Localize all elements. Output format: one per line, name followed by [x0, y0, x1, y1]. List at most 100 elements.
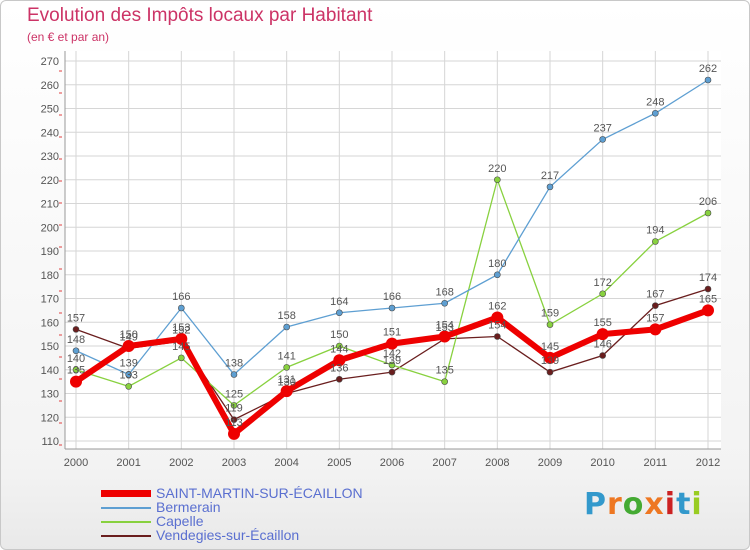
data-point — [388, 361, 396, 369]
data-label: 164 — [330, 296, 348, 308]
x-tick-label: 2001 — [116, 457, 140, 469]
data-label: 168 — [435, 286, 453, 298]
data-label: 262 — [699, 63, 717, 75]
logo-letter: t — [676, 487, 692, 522]
data-point — [546, 183, 554, 191]
y-tick-label: 110 — [41, 436, 59, 448]
data-label: 130 — [277, 377, 295, 389]
data-label: 157 — [646, 312, 664, 324]
data-point — [494, 271, 501, 279]
data-label: 131 — [277, 374, 295, 386]
y-tick-label: 270 — [41, 56, 59, 68]
data-label: 150 — [330, 329, 348, 341]
data-point — [175, 332, 188, 345]
data-label: 166 — [383, 291, 401, 303]
data-label: 157 — [67, 312, 85, 324]
data-point — [704, 76, 712, 84]
data-point — [122, 340, 135, 352]
data-point — [494, 333, 501, 340]
legend-swatch — [101, 490, 151, 497]
data-point — [596, 328, 609, 341]
data-label: 155 — [593, 317, 611, 329]
x-tick-label: 2005 — [327, 457, 351, 469]
legend-label: Vendegies-sur-Écaillon — [156, 527, 300, 543]
data-point — [386, 337, 398, 350]
data-label: 180 — [488, 258, 506, 270]
data-label: 167 — [646, 289, 664, 301]
data-point — [178, 354, 185, 362]
y-tick-label: 200 — [41, 222, 59, 234]
data-point — [546, 368, 554, 376]
legend-label: Bermerain — [156, 499, 221, 515]
legend-swatch — [101, 507, 151, 509]
data-label: 248 — [646, 96, 664, 108]
data-label: 162 — [488, 301, 506, 313]
y-tick-label: 240 — [41, 127, 59, 139]
data-point — [178, 304, 185, 312]
proxiti-logo: Proxiti — [584, 487, 703, 522]
data-label: 148 — [67, 334, 85, 346]
legend-item-vendegies: Vendegies-sur-Écaillon — [101, 527, 521, 543]
y-tick-label: 170 — [41, 294, 59, 306]
data-point — [388, 368, 396, 376]
data-point — [230, 402, 238, 409]
data-label: 146 — [593, 339, 611, 351]
legend-item-saint-martin: SAINT-MARTIN-SUR-ÉCAILLON — [101, 485, 521, 501]
x-tick-label: 2002 — [169, 457, 193, 469]
plot-area — [65, 51, 721, 449]
data-label: 220 — [488, 163, 506, 175]
x-tick-label: 2000 — [64, 457, 88, 469]
data-point — [72, 326, 80, 333]
data-point — [649, 323, 662, 336]
data-point — [546, 321, 554, 328]
data-label: 145 — [541, 341, 559, 353]
data-label: 139 — [119, 358, 137, 370]
x-tick-label: 2009 — [538, 457, 562, 469]
data-point — [72, 347, 80, 355]
data-label: 139 — [541, 355, 559, 367]
data-point — [336, 342, 343, 350]
data-label: 136 — [330, 362, 348, 374]
data-point — [336, 309, 343, 317]
logo-letter: o — [622, 487, 645, 522]
data-point — [652, 302, 659, 309]
y-tick-label: 190 — [41, 246, 59, 258]
x-tick-label: 2003 — [222, 457, 246, 469]
data-point — [652, 238, 659, 245]
legend-label: Capelle — [156, 513, 204, 529]
data-label: 142 — [383, 348, 401, 360]
y-tick-label: 230 — [41, 151, 59, 163]
logo-letter: i — [664, 487, 677, 522]
data-point — [283, 323, 290, 331]
x-tick-label: 2004 — [274, 457, 298, 469]
data-label: 153 — [172, 322, 190, 334]
data-label: 138 — [225, 358, 243, 370]
data-label: 149 — [119, 331, 137, 343]
data-label: 151 — [383, 327, 401, 339]
data-label: 166 — [172, 291, 190, 303]
data-point — [441, 299, 448, 307]
data-point — [494, 176, 501, 184]
legend-swatch — [101, 535, 151, 537]
data-point — [283, 364, 290, 371]
chart-subtitle: (en € et par an) — [27, 30, 110, 44]
data-point — [280, 385, 293, 398]
data-point — [544, 351, 556, 364]
x-tick-label: 2012 — [696, 457, 720, 469]
data-label: 135 — [67, 365, 85, 377]
data-point — [652, 109, 659, 117]
data-point — [438, 330, 451, 343]
data-label: 154 — [488, 320, 506, 332]
data-point — [336, 375, 343, 383]
legend-label: SAINT-MARTIN-SUR-ÉCAILLON — [156, 485, 363, 501]
x-tick-label: 2007 — [432, 457, 456, 469]
logo-letter: x — [644, 487, 665, 522]
data-label: 140 — [67, 353, 85, 365]
data-point — [230, 371, 238, 378]
y-tick-label: 150 — [41, 341, 59, 353]
y-tick-label: 250 — [41, 104, 59, 116]
data-point — [599, 352, 606, 359]
data-label: 206 — [699, 196, 717, 208]
data-point — [704, 209, 712, 217]
